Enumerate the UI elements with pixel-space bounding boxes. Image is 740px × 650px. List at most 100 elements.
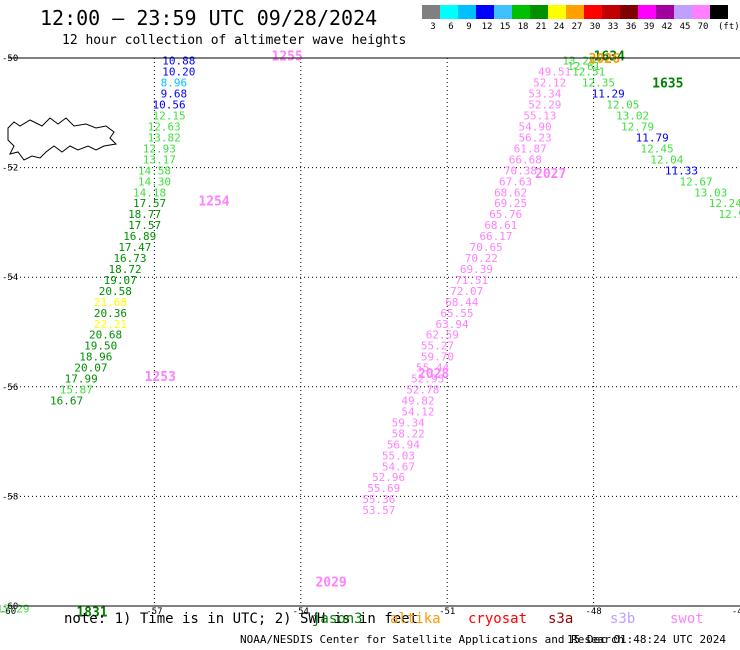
wave-height-point: 18.77: [128, 208, 161, 221]
wave-height-point: 69.39: [460, 263, 493, 276]
wave-height-point: 67.63: [499, 175, 532, 188]
wave-height-point: 18.72: [109, 263, 142, 276]
colorbar-label: 70: [697, 22, 709, 32]
y-tick-label: -60: [2, 602, 18, 612]
wave-height-point: 71.51: [455, 274, 488, 287]
wave-height-point: 12.61: [567, 60, 600, 73]
legend-altika: altika: [390, 611, 441, 627]
legend-swot: swot: [670, 611, 704, 627]
colorbar-swatch: [620, 5, 638, 19]
wave-height-point: 65.55: [440, 307, 473, 320]
colorbar-label: 15: [499, 22, 511, 32]
wave-height-point: 12.51: [572, 66, 605, 79]
wave-height-point: 12.67: [680, 175, 713, 188]
wave-height-point: 55.69: [367, 482, 400, 495]
wave-height-point: 58.22: [392, 427, 425, 440]
wave-height-point: 66.68: [509, 153, 542, 166]
wave-height-point: 22.21: [94, 318, 127, 331]
x-tick-label: -48: [585, 607, 601, 617]
colorbar-swatch: [440, 5, 458, 19]
wave-height-point: 14.18: [133, 186, 166, 199]
wave-height-point: 9.68: [161, 88, 188, 101]
wave-height-point: 8.96: [161, 77, 188, 90]
colorbar-label: 30: [589, 22, 601, 32]
wave-height-point: 70.65: [470, 241, 503, 254]
wave-height-point: 53.57: [362, 504, 395, 517]
wave-height-point: 13.82: [148, 131, 181, 144]
wave-height-point: 66.17: [479, 230, 512, 243]
colorbar-label: 24: [553, 22, 565, 32]
colorbar-swatch: [566, 5, 584, 19]
wave-height-point: 12.94: [719, 208, 740, 221]
colorbar-label: 3: [430, 22, 436, 32]
wave-height-point: 13.17: [143, 153, 176, 166]
wave-height-point: 70.38: [504, 164, 537, 177]
wave-height-point: 59.70: [421, 351, 454, 364]
wave-height-point: 20.68: [89, 329, 122, 342]
y-tick-label: -50: [2, 54, 18, 64]
colorbar-label: 12: [481, 22, 493, 32]
pass-time-label: 1831: [76, 605, 107, 620]
wave-height-point: 14.30: [138, 175, 171, 188]
wave-height-point: 11.29: [592, 88, 625, 101]
wave-height-point: 13.29: [0, 603, 29, 616]
wave-height-point: 12.93: [143, 142, 176, 155]
colorbar-swatch: [584, 5, 602, 19]
chart-title: 12:00 – 23:59 UTC 09/28/2024: [40, 6, 378, 30]
x-tick-label: -54: [293, 607, 309, 617]
x-tick-label: -51: [439, 607, 455, 617]
wave-height-point: 55.13: [523, 110, 556, 123]
wave-height-point: 12.24: [709, 197, 740, 210]
colorbar-swatch: [494, 5, 512, 19]
wave-height-point: 54.67: [382, 460, 415, 473]
wave-height-point: 56.23: [518, 131, 551, 144]
wave-height-point: 10.56: [152, 99, 185, 112]
colorbar-swatch: [548, 5, 566, 19]
pass-time-label: 1254: [198, 194, 229, 209]
wave-height-point: 55.36: [362, 493, 395, 506]
wave-height-point: 59.34: [392, 416, 425, 429]
wave-height-point: 20.58: [99, 285, 132, 298]
colorbar-swatch: [422, 5, 440, 19]
colorbar-label: 6: [448, 22, 454, 32]
wave-height-point: 12.35: [582, 77, 615, 90]
colorbar-label: 27: [571, 22, 583, 32]
wave-height-point: 13.02: [616, 110, 649, 123]
wave-height-point: 10.20: [162, 66, 195, 79]
wave-height-point: 11.79: [636, 131, 669, 144]
wave-height-point: 49.82: [401, 395, 434, 408]
chart-subtitle: 12 hour collection of altimeter wave hei…: [62, 33, 407, 48]
y-tick-label: -52: [2, 164, 18, 174]
legend-jason3: jason3: [312, 611, 363, 627]
wave-height-point: 72.07: [450, 285, 483, 298]
wave-height-point: 18.96: [79, 351, 112, 364]
footer-note: note: 1) Time is in UTC; 2) SWH is in fe…: [64, 611, 419, 627]
wave-height-point: 68.61: [484, 219, 517, 232]
wave-height-point: 68.62: [494, 186, 527, 199]
wave-height-point: 12.79: [621, 121, 654, 134]
footer-credit: NOAA/NESDIS Center for Satellite Applica…: [240, 633, 625, 646]
wave-height-point: 19.50: [84, 340, 117, 353]
wave-height-point: 11.33: [665, 164, 698, 177]
wave-height-point: 56.94: [387, 438, 420, 451]
wave-height-point: 65.76: [489, 208, 522, 221]
legend-s3a: s3a: [548, 611, 574, 627]
wave-height-point: 17.47: [118, 241, 151, 254]
colorbar-swatch: [530, 5, 548, 19]
wave-height-point: 19.07: [104, 274, 137, 287]
colorbar-label: 42: [661, 22, 673, 32]
wave-height-point: 21.68: [94, 296, 127, 309]
colorbar-label: 33: [607, 22, 619, 32]
wave-height-point: 68.44: [445, 296, 478, 309]
wave-height-point: 52.93: [411, 373, 444, 386]
colorbar-swatch: [602, 5, 620, 19]
wave-height-point: 12.63: [148, 121, 181, 134]
wave-height-point: 17.57: [133, 197, 166, 210]
wave-height-point: 70.22: [465, 252, 498, 265]
wave-height-point: 12.05: [606, 99, 639, 112]
wave-height-point: 53.34: [528, 88, 561, 101]
wave-height-point: 52.96: [372, 471, 405, 484]
pass-time-label: 1253: [145, 370, 176, 385]
colorbar-label: 21: [535, 22, 547, 32]
pass-time-label: 2029: [315, 575, 346, 590]
